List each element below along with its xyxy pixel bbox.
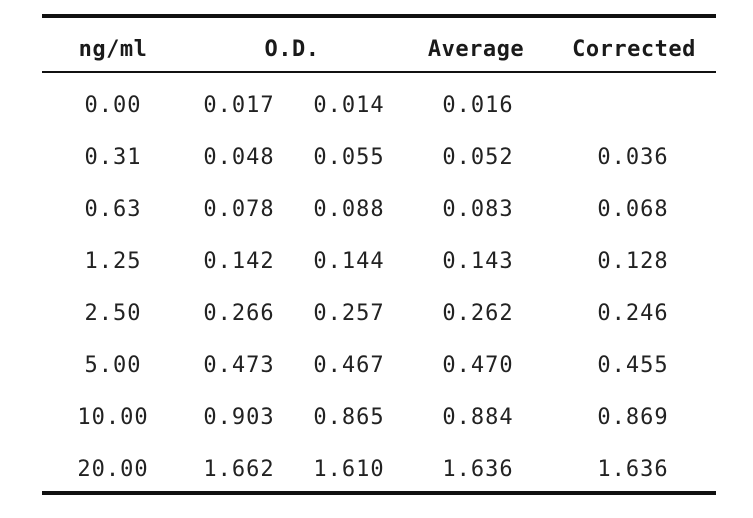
cell-od-2: 0.088 (313, 197, 385, 222)
cell-od-1: 0.048 (203, 145, 275, 170)
cell-average: 0.262 (442, 301, 514, 326)
header-average: Average (427, 37, 525, 62)
cell-average: 0.083 (442, 197, 514, 222)
standard-curve-table: ng/ml O.D. Average Corrected 0.00 0.017 0.… (42, 14, 716, 496)
cell-od-1: 0.142 (203, 249, 275, 274)
header-concentration: ng/ml (78, 37, 148, 62)
table-row: 1.25 0.142 0.144 0.143 0.128 (42, 248, 716, 278)
table-header-row: ng/ml O.D. Average Corrected (42, 36, 716, 66)
cell-corrected: 0.036 (597, 145, 669, 170)
table-bottom-rule (42, 491, 716, 495)
cell-average: 0.884 (442, 405, 514, 430)
cell-od-2: 0.014 (313, 93, 385, 118)
cell-od-2: 1.610 (313, 457, 385, 482)
cell-corrected: 0.068 (597, 197, 669, 222)
cell-average: 0.016 (442, 93, 514, 118)
cell-concentration: 0.31 (84, 145, 142, 170)
cell-concentration: 0.00 (84, 93, 142, 118)
cell-corrected: 0.869 (597, 405, 669, 430)
cell-od-2: 0.055 (313, 145, 385, 170)
cell-od-2: 0.865 (313, 405, 385, 430)
cell-corrected: 0.246 (597, 301, 669, 326)
table-row: 20.00 1.662 1.610 1.636 1.636 (42, 456, 716, 486)
table-row: 0.63 0.078 0.088 0.083 0.068 (42, 196, 716, 226)
table-row: 0.00 0.017 0.014 0.016 (42, 92, 716, 122)
cell-corrected: 1.636 (597, 457, 669, 482)
cell-average: 0.052 (442, 145, 514, 170)
table-row: 10.00 0.903 0.865 0.884 0.869 (42, 404, 716, 434)
cell-od-1: 0.903 (203, 405, 275, 430)
table-row: 0.31 0.048 0.055 0.052 0.036 (42, 144, 716, 174)
cell-corrected: 0.455 (597, 353, 669, 378)
cell-average: 0.143 (442, 249, 514, 274)
table-top-rule (42, 14, 716, 18)
cell-concentration: 1.25 (84, 249, 142, 274)
cell-od-1: 0.078 (203, 197, 275, 222)
cell-concentration: 5.00 (84, 353, 142, 378)
cell-average: 0.470 (442, 353, 514, 378)
header-od: O.D. (264, 37, 320, 62)
table-header-rule (42, 71, 716, 73)
cell-concentration: 20.00 (77, 457, 149, 482)
table-row: 5.00 0.473 0.467 0.470 0.455 (42, 352, 716, 382)
cell-average: 1.636 (442, 457, 514, 482)
cell-od-2: 0.257 (313, 301, 385, 326)
cell-od-2: 0.144 (313, 249, 385, 274)
table-row: 2.50 0.266 0.257 0.262 0.246 (42, 300, 716, 330)
cell-od-1: 0.017 (203, 93, 275, 118)
cell-od-1: 1.662 (203, 457, 275, 482)
cell-concentration: 2.50 (84, 301, 142, 326)
header-corrected: Corrected (572, 37, 696, 62)
cell-concentration: 10.00 (77, 405, 149, 430)
cell-od-1: 0.473 (203, 353, 275, 378)
cell-corrected: 0.128 (597, 249, 669, 274)
cell-od-1: 0.266 (203, 301, 275, 326)
cell-concentration: 0.63 (84, 197, 142, 222)
cell-od-2: 0.467 (313, 353, 385, 378)
